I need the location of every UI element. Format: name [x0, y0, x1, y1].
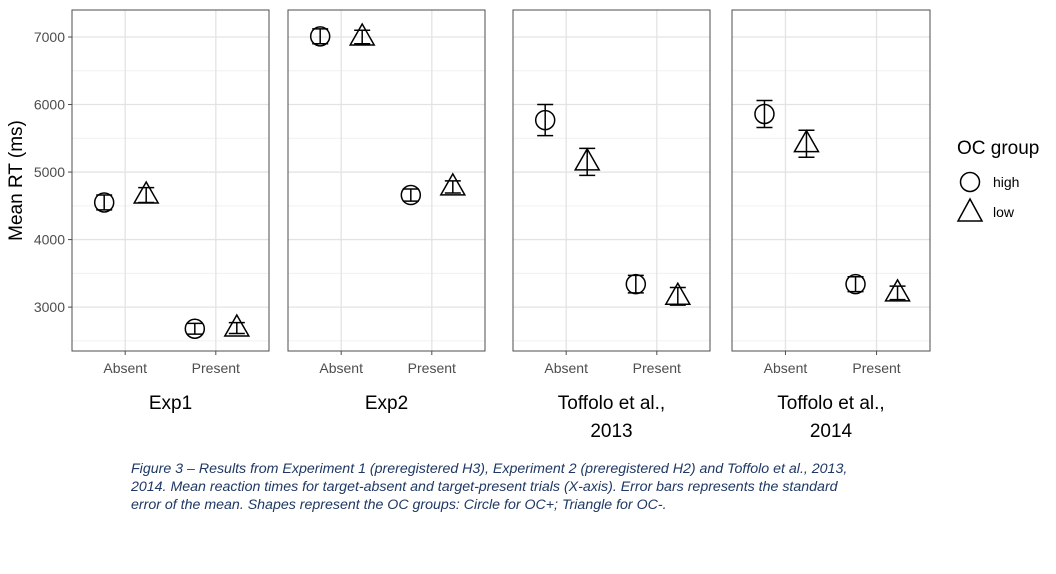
legend-triangle-key: [956, 197, 984, 222]
figure-caption: Figure 3 – Results from Experiment 1 (pr…: [131, 461, 848, 513]
y-tick-label: 5000: [34, 164, 65, 180]
low-point: [664, 281, 692, 306]
low-point: [793, 129, 820, 158]
triangle-marker: [793, 129, 820, 153]
low-point: [439, 172, 467, 196]
legend-label: low: [993, 204, 1015, 220]
triangle-marker: [573, 147, 601, 171]
low-point: [348, 22, 376, 46]
circle-marker: [400, 184, 422, 206]
panel-border: [287, 9, 486, 352]
panel-label: Toffolo et al.,: [777, 393, 884, 414]
circle-marker: [309, 26, 331, 47]
triangle-marker: [132, 180, 160, 204]
facet-panel: Absent Present Toffolo et al., 2013: [512, 9, 711, 442]
high-point: [845, 273, 866, 295]
low-point: [884, 278, 911, 302]
high-point: [754, 99, 775, 129]
circle-marker: [754, 103, 775, 125]
x-tick-label: Absent: [319, 360, 363, 376]
x-tick-label: Present: [633, 360, 681, 376]
circle-marker: [93, 192, 115, 213]
x-tick-label: Present: [408, 360, 456, 376]
panel-border: [731, 9, 931, 352]
x-tick-label: Present: [192, 360, 240, 376]
high-point: [400, 184, 422, 206]
triangle-marker: [884, 278, 911, 302]
circle-marker: [534, 109, 556, 131]
high-point: [184, 318, 206, 339]
low-point: [223, 313, 251, 337]
facet-panel: Absent Present Exp1: [71, 9, 270, 414]
panel-label: 2014: [810, 421, 853, 442]
x-tick-label: Absent: [544, 360, 588, 376]
triangle-marker: [348, 22, 376, 46]
high-point: [625, 273, 647, 295]
legend-circle-key: [959, 171, 981, 193]
low-point: [573, 147, 601, 177]
legend: OC group high low: [956, 138, 1039, 222]
x-tick-label: Absent: [764, 360, 808, 376]
panel-label: Exp1: [149, 393, 192, 414]
x-tick-label: Absent: [103, 360, 147, 376]
facet-panel: Absent Present Toffolo et al., 2014: [731, 9, 931, 442]
panel-label: Toffolo et al.,: [558, 393, 665, 414]
high-point: [534, 103, 556, 137]
panel-label: Exp2: [365, 393, 408, 414]
legend-title: OC group: [957, 138, 1039, 159]
low-point: [132, 180, 160, 204]
circle-marker: [625, 273, 647, 295]
facet-panel: Absent Present Exp2: [287, 9, 486, 414]
y-axis-title: Mean RT (ms): [6, 120, 27, 241]
circle-marker: [184, 318, 206, 339]
triangle-marker: [664, 281, 692, 306]
high-point: [309, 26, 331, 47]
legend-label: high: [993, 174, 1019, 190]
circle-marker: [845, 273, 866, 295]
y-tick-label: 6000: [34, 97, 65, 113]
triangle-marker: [439, 172, 467, 196]
panel-label: 2013: [590, 421, 632, 442]
y-tick-label: 4000: [34, 232, 65, 248]
triangle-marker: [223, 313, 251, 337]
x-tick-label: Present: [852, 360, 900, 376]
y-tick-label: 7000: [34, 29, 65, 45]
y-tick-label: 3000: [34, 299, 65, 315]
panel-border: [512, 9, 711, 352]
high-point: [93, 192, 115, 213]
panel-border: [71, 9, 270, 352]
